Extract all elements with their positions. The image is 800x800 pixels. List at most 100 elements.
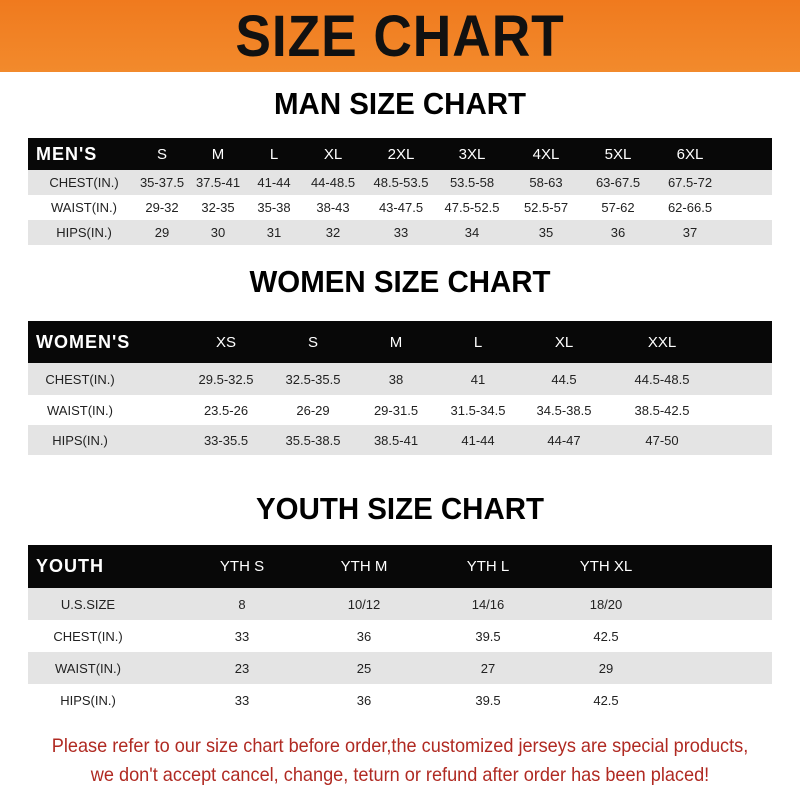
table-cell: 31 [266,225,282,240]
table-cell: 38-43 [316,200,350,215]
table-cell: 14/16 [471,596,505,612]
table-cell: 37 [682,225,698,240]
table-cell: 47.5-52.5 [444,200,500,215]
table-cell: 23 [234,660,250,676]
size-header: XS [215,333,237,351]
table-cell: 44-47 [547,432,581,448]
table-cell: 41 [470,371,486,387]
table-cell: 44.5-48.5 [634,371,690,387]
size-header: 4XL [532,145,560,163]
table-row: HIPS(IN.) 29 30 31 32 33 34 35 36 37 [28,220,772,245]
size-header: 5XL [604,145,632,163]
size-header: XL [554,333,574,351]
table-cell: 25 [356,660,372,676]
size-header: M [389,333,403,351]
table-cell: 27 [480,660,496,676]
row-label: CHEST(IN.) [45,371,115,387]
table-cell: 38.5-42.5 [634,402,690,418]
size-header: XXL [647,333,677,351]
table-cell: 36 [356,692,372,708]
table-cell: 30 [210,225,226,240]
women-size-table: WOMEN'S XS S M L XL XXL CHEST(IN.) 29.5-32.5 32.5… [28,321,772,455]
table-cell: 29 [154,225,170,240]
size-header: M [211,145,225,163]
size-header: S [307,333,319,351]
size-header: 6XL [676,145,704,163]
table-cell: 29-31.5 [373,402,419,418]
men-size-table: MEN'S S M L XL 2XL 3XL 4XL 5XL 6XL CHEST(IN.) 35-37… [28,138,772,245]
size-header: YTH S [219,558,265,575]
table-cell: 35-38 [257,200,291,215]
table-cell: 67.5-72 [667,175,713,190]
row-label: CHEST(IN.) [49,175,119,190]
table-cell: 47-50 [645,432,679,448]
youth-size-table: YOUTH YTH S YTH M YTH L YTH XL U.S.SIZE 8 10/12… [28,545,772,716]
table-row: WAIST(IN.) 23 25 27 29 [28,652,772,684]
table-row: WAIST(IN.) 29-32 32-35 35-38 38-43 43-47.5 47.… [28,195,772,220]
row-label: WAIST(IN.) [55,660,121,676]
table-header-row: YOUTH YTH S YTH M YTH L YTH XL [28,545,772,588]
policy-note-line-2: we don't accept cancel, change, teturn o… [90,764,710,786]
size-header: YTH L [466,558,510,575]
table-cell: 32-35 [201,200,235,215]
row-label: WAIST(IN.) [51,200,117,215]
table-cell: 62-66.5 [667,200,713,215]
table-cell: 37.5-41 [195,175,241,190]
table-row: WAIST(IN.) 23.5-26 26-29 29-31.5 31.5-34.5 34… [28,395,772,425]
table-cell: 43-47.5 [378,200,424,215]
table-cell: 33 [234,628,250,644]
table-cell: 31.5-34.5 [450,402,506,418]
size-header: YTH M [340,558,388,575]
table-row: CHEST(IN.) 29.5-32.5 32.5-35.5 38 41 44.5 44.5… [28,363,772,395]
policy-note-line-1: Please refer to our size chart before or… [51,735,749,757]
table-cell: 23.5-26 [203,402,249,418]
table-cell: 34 [464,225,480,240]
table-row: HIPS(IN.) 33-35.5 35.5-38.5 38.5-41 41-44 44-… [28,425,772,455]
table-cell: 38 [388,371,404,387]
size-header: L [473,333,483,351]
size-header: YTH XL [579,558,633,575]
table-cell: 44-48.5 [310,175,356,190]
table-row: CHEST(IN.) 33 36 39.5 42.5 [28,620,772,652]
row-label: U.S.SIZE [60,596,116,612]
table-header-row: WOMEN'S XS S M L XL XXL [28,321,772,363]
table-cell: 44.5 [551,371,577,387]
table-cell: 41-44 [257,175,291,190]
table-cell: 34.5-38.5 [536,402,592,418]
table-cell: 35-37.5 [139,175,185,190]
size-header: 2XL [387,145,415,163]
table-cell: 33 [393,225,409,240]
table-cell: 35 [538,225,554,240]
table-title-cell: YOUTH [36,556,104,576]
youth-title: YOUTH SIZE CHART [256,491,544,526]
table-cell: 33 [234,692,250,708]
table-cell: 8 [238,596,246,612]
size-header: 3XL [458,145,486,163]
table-cell: 26-29 [296,402,330,418]
table-cell: 32 [325,225,341,240]
table-cell: 32.5-35.5 [285,371,341,387]
table-row: CHEST(IN.) 35-37.5 37.5-41 41-44 44-48.5 48.5… [28,170,772,195]
table-cell: 41-44 [461,432,495,448]
table-cell: 52.5-57 [523,200,569,215]
size-header: XL [323,145,343,163]
row-label: CHEST(IN.) [53,628,123,644]
table-cell: 63-67.5 [595,175,641,190]
table-cell: 18/20 [589,596,623,612]
table-cell: 39.5 [475,628,501,644]
table-cell: 36 [610,225,626,240]
banner: SIZE CHART [0,0,800,72]
table-cell: 58-63 [529,175,563,190]
table-title-cell: WOMEN'S [36,331,131,352]
table-row: HIPS(IN.) 33 36 39.5 42.5 [28,684,772,716]
table-cell: 33-35.5 [203,432,249,448]
table-cell: 48.5-53.5 [373,175,429,190]
men-title: MAN SIZE CHART [274,86,526,121]
row-label: HIPS(IN.) [56,225,112,240]
row-label: HIPS(IN.) [52,432,108,448]
table-cell: 42.5 [593,628,619,644]
table-cell: 57-62 [601,200,635,215]
table-row: U.S.SIZE 8 10/12 14/16 18/20 [28,588,772,620]
table-header-row: MEN'S S M L XL 2XL 3XL 4XL 5XL 6XL [28,138,772,170]
table-cell: 29 [598,660,614,676]
